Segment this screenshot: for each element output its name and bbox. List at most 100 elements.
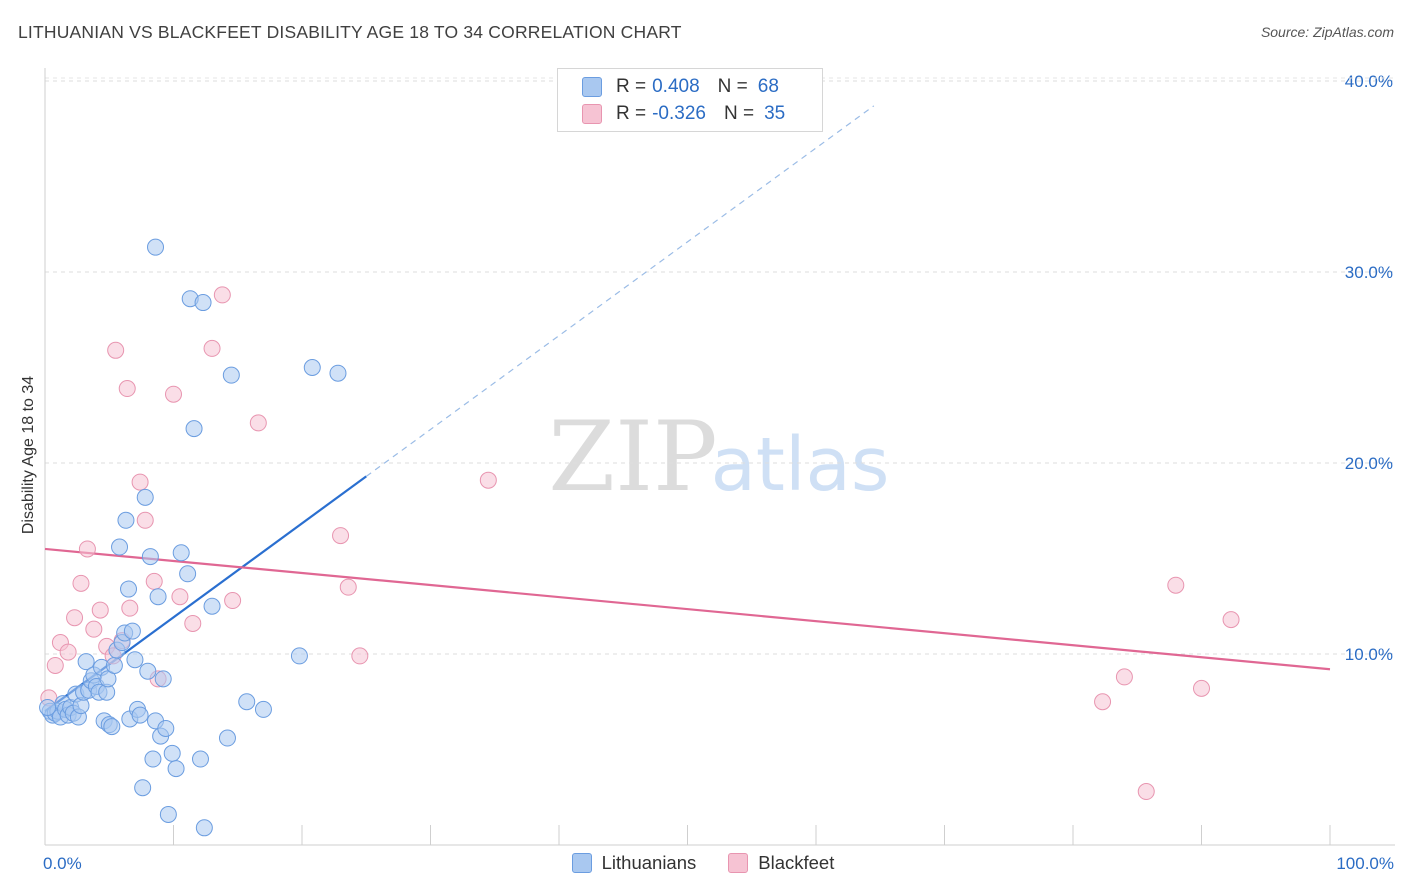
lithuanians-point xyxy=(254,700,272,718)
n-label: N = xyxy=(717,76,748,97)
blackfeet-point xyxy=(91,601,109,619)
blackfeet-point xyxy=(1137,783,1155,801)
n-label: N = xyxy=(723,103,755,124)
lithuanians-point xyxy=(120,580,138,598)
lithuanians-point xyxy=(139,662,157,680)
blackfeet-trendline xyxy=(44,547,1331,671)
blackfeet-legend-label: Blackfeet xyxy=(758,852,835,873)
lithuanians-point xyxy=(203,597,221,615)
legend-row-blackfeet: R = -0.326 N = 35 xyxy=(582,101,785,127)
lithuanians-point xyxy=(290,647,308,665)
blackfeet-point xyxy=(479,471,497,489)
x-tick-label-max: 100.0% xyxy=(1336,854,1394,873)
blackfeet-point xyxy=(213,286,231,304)
y-axis-label: Disability Age 18 to 34 xyxy=(20,376,37,534)
lithuanians-point xyxy=(134,779,152,797)
blackfeet-point xyxy=(171,588,189,606)
chart-title: LITHUANIAN VS BLACKFEET DISABILITY AGE 1… xyxy=(18,22,682,42)
lithuanians-point xyxy=(149,588,167,606)
lithuanians-point xyxy=(167,760,185,778)
lithuanians-point xyxy=(154,670,172,688)
lithuanians-point xyxy=(117,511,135,529)
blackfeet-point xyxy=(165,385,182,403)
source-label: Source: ZipAtlas.com xyxy=(1260,24,1394,40)
lithuanians-trendline-extension xyxy=(365,105,875,477)
lithuanians-swatch xyxy=(582,77,602,97)
lithuanians-point xyxy=(147,238,165,256)
blackfeet-point xyxy=(85,620,103,638)
lithuanians-point xyxy=(157,719,175,737)
blackfeet-point xyxy=(1115,668,1133,686)
blackfeet-point xyxy=(145,572,163,590)
y-tick-label: 10.0% xyxy=(1345,645,1393,664)
blackfeet-point xyxy=(121,599,139,617)
r-value: -0.326 xyxy=(652,103,706,124)
y-tick-label: 20.0% xyxy=(1345,454,1393,473)
n-value: 68 xyxy=(757,76,779,97)
blackfeet-point xyxy=(351,647,369,665)
lithuanians-point xyxy=(195,819,213,837)
r-value: 0.408 xyxy=(652,76,700,97)
lithuanians-point xyxy=(172,544,190,562)
blackfeet-point xyxy=(107,341,125,359)
blackfeet-point xyxy=(59,643,77,661)
blackfeet-point xyxy=(332,527,350,545)
lithuanians-point xyxy=(141,548,159,566)
r-label: R = xyxy=(616,76,647,97)
lithuanians-point xyxy=(103,718,121,736)
blackfeet-point xyxy=(203,339,221,357)
blackfeet-point xyxy=(1167,576,1185,594)
correlation-legend: R = 0.408 N = 68 R = -0.326 N = 35 xyxy=(557,68,823,132)
lithuanians-point xyxy=(329,364,347,382)
y-tick-label: 40.0% xyxy=(1345,72,1393,91)
blackfeet-point xyxy=(78,540,96,558)
blackfeet-point xyxy=(249,414,267,432)
lithuanians-point xyxy=(39,698,57,716)
legend-item-lithuanians[interactable]: Lithuanians xyxy=(571,852,697,874)
watermark-zip: ZIP xyxy=(548,401,717,513)
legend-item-blackfeet[interactable]: Blackfeet xyxy=(728,852,834,874)
blackfeet-point xyxy=(1193,679,1210,697)
lithuanians-point xyxy=(136,488,154,506)
lithuanians-point xyxy=(218,729,236,747)
blackfeet-point xyxy=(136,511,154,529)
lithuanians-point xyxy=(123,622,141,640)
lithuanians-point xyxy=(159,805,177,823)
blackfeet-swatch xyxy=(582,104,602,124)
lithuanians-point xyxy=(238,693,256,711)
watermark-atlas: atlas xyxy=(711,422,890,508)
lithuanians-point xyxy=(77,653,95,671)
r-label: R = xyxy=(616,103,647,124)
lithuanians-point xyxy=(194,294,212,312)
legend-row-lithuanians: R = 0.408 N = 68 xyxy=(582,74,779,100)
series-legend: Lithuanians Blackfeet xyxy=(0,852,1406,874)
lithuanians-legend-swatch xyxy=(571,853,592,873)
lithuanians-point xyxy=(179,565,197,583)
blackfeet-point xyxy=(66,609,84,627)
blackfeet-point xyxy=(339,578,357,596)
n-value: 35 xyxy=(764,103,786,124)
y-tick-label: 30.0% xyxy=(1345,263,1393,282)
blackfeet-point xyxy=(224,592,242,610)
blackfeet-point xyxy=(131,473,149,491)
lithuanians-point xyxy=(144,750,162,768)
blackfeet-point xyxy=(72,574,90,592)
lithuanians-legend-label: Lithuanians xyxy=(601,852,697,873)
lithuanians-point xyxy=(111,538,129,556)
x-tick-label-min: 0.0% xyxy=(43,854,82,873)
blackfeet-point xyxy=(184,614,202,632)
blackfeet-point xyxy=(1222,611,1240,629)
lithuanians-point xyxy=(163,744,181,762)
blackfeet-point xyxy=(1094,693,1112,711)
blackfeet-point xyxy=(46,656,64,674)
lithuanians-point xyxy=(131,706,149,724)
blackfeet-legend-swatch xyxy=(728,853,749,873)
lithuanians-point xyxy=(105,656,123,674)
lithuanians-point xyxy=(222,366,240,384)
lithuanians-point xyxy=(303,359,321,376)
lithuanians-point xyxy=(126,651,144,669)
blackfeet-point xyxy=(118,380,136,398)
lithuanians-point xyxy=(185,420,203,438)
lithuanians-point xyxy=(191,750,209,768)
